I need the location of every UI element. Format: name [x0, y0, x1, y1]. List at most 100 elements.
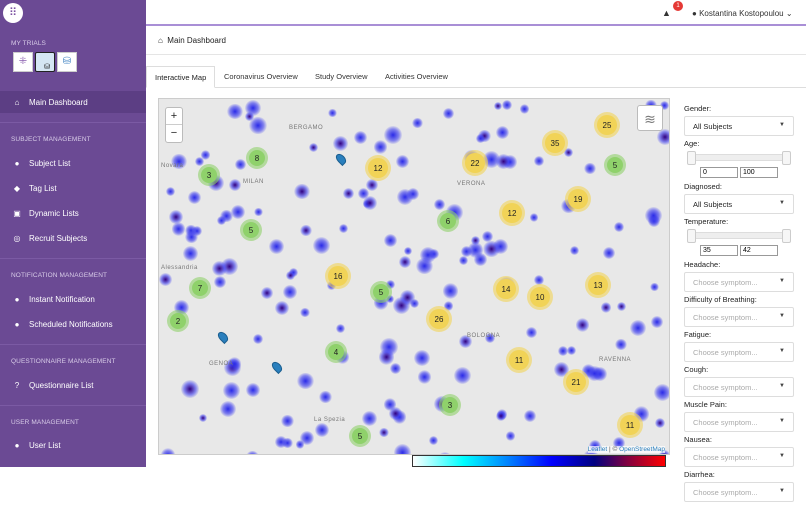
symptom-label: Muscle Pain:: [684, 400, 727, 409]
symptom-select[interactable]: Choose symptom... ▼: [684, 447, 794, 467]
marker-cluster[interactable]: 5: [604, 154, 626, 176]
trial-logo-2[interactable]: ⛁: [35, 52, 55, 72]
sidebar-item-subject-list[interactable]: ● Subject List: [0, 152, 146, 174]
interactive-map[interactable]: BERGAMO MILAN Novara Alessandria GENOA La Spe…: [158, 98, 670, 455]
osm-link[interactable]: OpenStreetMap: [619, 446, 665, 453]
tab-interactive-map[interactable]: Interactive Map: [146, 66, 216, 88]
marker-cluster[interactable]: 19: [565, 186, 591, 212]
heat-point: [411, 117, 423, 129]
heat-point: [429, 435, 439, 445]
tab-activities-overview[interactable]: Activities Overview: [385, 72, 448, 81]
symptom-select[interactable]: Choose symptom... ▼: [684, 342, 794, 362]
marker-cluster[interactable]: 12: [365, 155, 391, 181]
heat-point: [230, 205, 246, 220]
symptom-select[interactable]: Choose symptom... ▼: [684, 272, 794, 292]
tab-study-overview[interactable]: Study Overview: [315, 72, 368, 81]
heat-point: [389, 407, 402, 420]
marker-cluster[interactable]: 16: [325, 263, 351, 289]
cluster-count: 7: [191, 279, 209, 297]
temp-min-handle[interactable]: [687, 229, 696, 243]
marker-cluster[interactable]: 3: [439, 394, 461, 416]
symptom-placeholder: Choose symptom...: [693, 453, 758, 462]
heat-point: [600, 302, 612, 314]
layers-icon[interactable]: ≋: [637, 105, 663, 131]
marker-cluster[interactable]: 35: [542, 130, 568, 156]
heat-point: [558, 346, 569, 357]
symptom-select[interactable]: Choose symptom... ▼: [684, 482, 794, 502]
sidebar-item-recruit-subjects[interactable]: ◎ Recruit Subjects: [0, 227, 146, 249]
map-marker-icon[interactable]: [333, 151, 349, 167]
temperature-slider[interactable]: [687, 229, 791, 243]
user-menu[interactable]: ● Kostantina Kostopoulou ⌄: [692, 9, 793, 18]
trials-list: ⁜ ⛁ ⛁: [13, 52, 77, 75]
age-min-input[interactable]: [700, 167, 738, 178]
cluster-count: 11: [509, 350, 529, 370]
marker-cluster[interactable]: 5: [370, 281, 392, 303]
age-max-input[interactable]: [740, 167, 778, 178]
marker-cluster[interactable]: 11: [617, 412, 643, 438]
city-label: La Spezia: [314, 417, 346, 423]
symptom-select[interactable]: Choose symptom... ▼: [684, 307, 794, 327]
marker-cluster[interactable]: 2: [167, 310, 189, 332]
cluster-count: 35: [545, 133, 565, 153]
sidebar-item-main-dashboard[interactable]: ⌂ Main Dashboard: [0, 91, 146, 113]
marker-cluster[interactable]: 11: [506, 347, 532, 373]
temp-min-input[interactable]: [700, 245, 738, 256]
temp-max-input[interactable]: [740, 245, 778, 256]
heat-point: [395, 154, 409, 168]
apps-grid-icon[interactable]: ⠿: [3, 3, 23, 23]
heat-point: [453, 367, 471, 385]
zoom-out-button[interactable]: −: [170, 127, 178, 139]
marker-cluster[interactable]: 7: [189, 277, 211, 299]
marker-cluster[interactable]: 10: [527, 284, 553, 310]
sidebar-item-scheduled-notifications[interactable]: ● Scheduled Notifications: [0, 313, 146, 335]
marker-cluster[interactable]: 5: [349, 425, 371, 447]
symptom-select[interactable]: Choose symptom... ▼: [684, 412, 794, 432]
heat-point: [501, 100, 512, 111]
heat-point: [285, 271, 295, 281]
heat-point: [399, 256, 412, 269]
sidebar-item-questionnaire-list[interactable]: ? Questionnaire List: [0, 374, 146, 396]
symptom-placeholder: Choose symptom...: [693, 383, 758, 392]
sidebar-item-tag-list[interactable]: ◆ Tag List: [0, 177, 146, 199]
age-slider[interactable]: [687, 151, 791, 165]
diagnosed-select[interactable]: All Subjects ▼: [684, 194, 794, 214]
heat-point: [220, 209, 233, 223]
sidebar-item-instant-notification[interactable]: ● Instant Notification: [0, 288, 146, 310]
marker-cluster[interactable]: 22: [462, 150, 488, 176]
zoom-in-button[interactable]: +: [166, 108, 182, 125]
map-marker-icon[interactable]: [215, 329, 231, 345]
symptom-select[interactable]: Choose symptom... ▼: [684, 377, 794, 397]
marker-cluster[interactable]: 25: [594, 112, 620, 138]
tab-coronavirus-overview[interactable]: Coronavirus Overview: [224, 72, 298, 81]
heat-point: [313, 236, 331, 254]
marker-cluster[interactable]: 26: [426, 306, 452, 332]
marker-cluster[interactable]: 14: [493, 276, 519, 302]
temp-max-handle[interactable]: [782, 229, 791, 243]
marker-cluster[interactable]: 21: [563, 369, 589, 395]
leaflet-link[interactable]: Leaflet: [587, 446, 608, 453]
heat-point: [254, 207, 263, 216]
sidebar-item-user-list[interactable]: ● User List: [0, 434, 146, 456]
marker-cluster[interactable]: 6: [437, 210, 459, 232]
user-icon: ●: [692, 9, 697, 18]
bell-icon[interactable]: ▲: [662, 8, 671, 18]
heat-point: [183, 246, 199, 261]
sidebar-item-dynamic-lists[interactable]: ▣ Dynamic Lists: [0, 202, 146, 224]
gender-select[interactable]: All Subjects ▼: [684, 116, 794, 136]
map-marker-icon[interactable]: [269, 359, 285, 375]
marker-cluster[interactable]: 13: [585, 272, 611, 298]
page-title: Main Dashboard: [167, 36, 226, 45]
age-max-handle[interactable]: [782, 151, 791, 165]
age-min-handle[interactable]: [687, 151, 696, 165]
marker-cluster[interactable]: 12: [499, 200, 525, 226]
section-subject-management: SUBJECT MANAGEMENT: [11, 136, 91, 143]
marker-cluster[interactable]: 4: [325, 341, 347, 363]
marker-cluster[interactable]: 5: [240, 219, 262, 241]
trial-logo-1[interactable]: ⁜: [13, 52, 33, 72]
marker-cluster[interactable]: 3: [198, 164, 220, 186]
section-user-management: USER MANAGEMENT: [11, 419, 79, 426]
marker-cluster[interactable]: 8: [246, 147, 268, 169]
target-icon: ◎: [13, 233, 21, 243]
trial-logo-3[interactable]: ⛁: [57, 52, 77, 72]
